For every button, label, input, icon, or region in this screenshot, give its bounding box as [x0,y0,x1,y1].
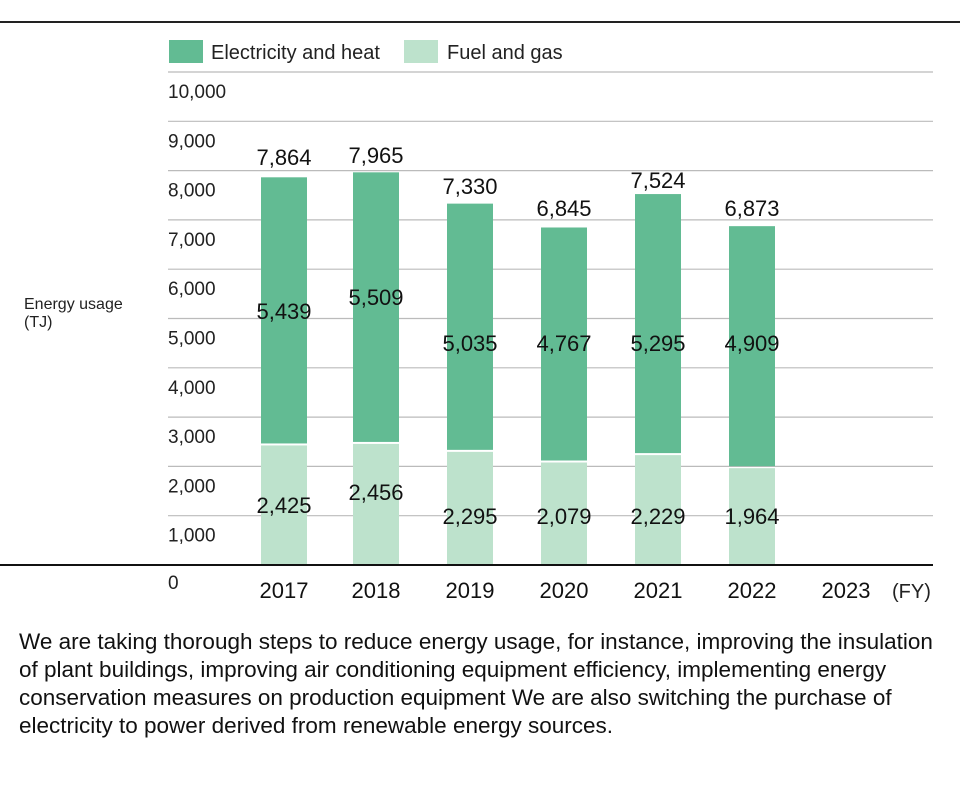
y-axis-label-line1: Energy usage [24,296,123,313]
y-tick-label: 5,000 [168,329,216,350]
y-tick-label: 2,000 [168,476,216,497]
bar-electricity-2018 [353,172,399,442]
description-text: We are taking thorough steps to reduce e… [19,629,933,738]
y-tick-label: 6,000 [168,279,216,300]
bar-fuel-2021 [635,455,681,565]
y-tick-label: 9,000 [168,131,216,152]
y-tick-label: 7,000 [168,230,216,251]
legend-label-electricity: Electricity and heat [211,42,380,64]
data-label-total: 7,864 [256,145,311,170]
data-label-fuel: 2,079 [536,504,591,529]
y-axis-label: Energy usage (TJ) [24,296,123,332]
y-tick-label: 0 [168,573,179,594]
x-tick-label: 2020 [540,578,589,603]
data-label-fuel: 2,295 [442,504,497,529]
x-tick-label: 2017 [260,578,309,603]
bar-electricity-2017 [261,177,307,444]
data-label-electricity: 5,509 [348,285,403,310]
stacked-bar-chart: Electricity and heat Fuel and gas 0 1,000 2,… [0,21,960,603]
bar-fuel-2019 [447,451,493,565]
data-label-total: 7,330 [442,174,497,199]
x-tick-label: 2021 [634,578,683,603]
x-tick-label: 2022 [728,578,777,603]
data-label-electricity: 5,439 [256,299,311,324]
x-axis-unit: (FY) [892,581,931,603]
x-tick-label: 2018 [352,578,401,603]
y-tick-label: 8,000 [168,181,216,202]
x-tick-label: 2023 [822,578,871,603]
data-label-fuel: 2,425 [256,493,311,518]
bar-fuel-2022 [729,468,775,565]
bar-fuel-2018 [353,443,399,565]
bar-fuel-2017 [261,445,307,565]
data-label-fuel: 2,229 [630,504,685,529]
bar-electricity-2019 [447,203,493,450]
data-label-electricity: 4,909 [724,331,779,356]
x-tick-label: 2019 [446,578,495,603]
data-label-electricity: 5,295 [630,331,685,356]
bar-electricity-2022 [729,226,775,467]
y-axis-label-line2: (TJ) [24,314,53,331]
y-tick-label: 4,000 [168,378,216,399]
data-label-electricity: 4,767 [536,331,591,356]
y-tick-label: 3,000 [168,427,216,448]
bar-fuel-2020 [541,462,587,565]
data-label-fuel: 1,964 [724,504,779,529]
bar-electricity-2021 [635,194,681,454]
y-tick-label: 10,000 [168,82,226,103]
legend-label-fuel: Fuel and gas [447,42,563,64]
data-label-fuel: 2,456 [348,480,403,505]
legend-swatch-electricity [169,40,203,63]
data-label-total: 6,873 [724,196,779,221]
y-tick-label: 1,000 [168,526,216,547]
data-label-total: 7,965 [348,143,403,168]
legend-swatch-fuel [404,40,438,63]
data-label-total: 6,845 [536,196,591,221]
bar-electricity-2020 [541,227,587,461]
data-label-electricity: 5,035 [442,331,497,356]
data-label-total: 7,524 [630,168,685,193]
